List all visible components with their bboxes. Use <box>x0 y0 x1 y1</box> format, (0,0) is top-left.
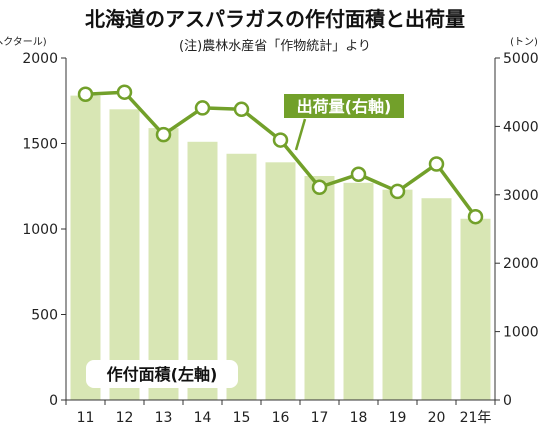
x-tick-label: 17 <box>311 410 329 426</box>
series-labels: 出荷量(右軸) 作付面積(左軸) <box>86 92 406 388</box>
line-point <box>116 84 133 100</box>
x-tick-label: 13 <box>155 410 173 426</box>
line-point <box>467 208 484 225</box>
bar <box>109 109 140 401</box>
axes: 0 500 1000 1500 2000 0 1000 2000 3000 4000 5000 11 1… <box>22 51 538 426</box>
bar-series <box>70 95 491 401</box>
line-series-label: 出荷量(右軸) <box>297 97 392 116</box>
x-tick-label: 15 <box>233 410 251 426</box>
left-tick-label: 1000 <box>22 222 58 238</box>
line-point <box>233 101 250 118</box>
x-tick-label: 16 <box>272 410 290 426</box>
line-point <box>428 156 445 172</box>
bar <box>421 198 452 400</box>
bar <box>187 141 218 401</box>
line-point <box>311 179 328 196</box>
bar <box>382 189 413 400</box>
bar <box>343 182 374 400</box>
chart-title: 北海道のアスパラガスの作付面積と出荷量 <box>85 7 465 31</box>
left-tick-label: 2000 <box>22 51 58 67</box>
x-tick-label: 19 <box>389 410 407 426</box>
left-tick-label: 500 <box>31 308 58 324</box>
line-series-label-box <box>282 92 406 120</box>
right-axis-unit: (トン) <box>510 37 538 48</box>
x-tick-label: 12 <box>116 410 134 426</box>
line-series <box>77 84 484 225</box>
x-tick-label: 18 <box>350 410 368 426</box>
x-tick-label: 21年 <box>460 410 492 426</box>
right-tick-label: 0 <box>503 393 512 409</box>
right-tick-label: 3000 <box>503 188 539 204</box>
left-tick-label: 1500 <box>22 137 58 153</box>
bar-series-label-box <box>86 360 238 388</box>
x-tick-label: 14 <box>194 410 212 426</box>
x-tick-label: 11 <box>77 410 95 426</box>
bar <box>460 218 491 400</box>
right-tick-label: 5000 <box>503 51 539 67</box>
bar <box>226 153 257 400</box>
right-tick-label: 1000 <box>503 325 539 341</box>
x-tick-label: 20 <box>428 410 446 426</box>
line-point <box>350 166 367 183</box>
line-point <box>194 100 211 116</box>
line-point <box>389 183 406 200</box>
bar <box>304 175 335 400</box>
bar <box>265 162 296 400</box>
left-axis-unit: (ヘクタール) <box>0 36 47 48</box>
bar <box>148 128 179 401</box>
right-tick-label: 2000 <box>503 256 539 272</box>
bar <box>70 95 101 401</box>
chart-source-note: (注)農林水産省「作物統計」より <box>179 38 371 54</box>
line-point <box>77 86 94 103</box>
left-tick-label: 0 <box>49 393 58 409</box>
line-point <box>155 126 172 143</box>
line-point <box>272 132 289 148</box>
right-tick-label: 4000 <box>503 119 539 135</box>
line-series-label-leader <box>294 118 307 151</box>
bar-series-label: 作付面積(左軸) <box>107 365 218 384</box>
